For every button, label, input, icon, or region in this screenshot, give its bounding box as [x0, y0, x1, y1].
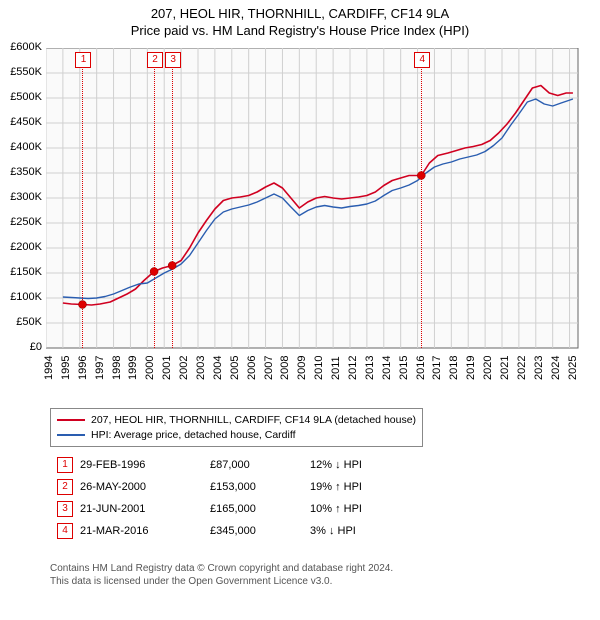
x-axis-label: 2003	[195, 356, 207, 380]
x-axis-label: 1996	[77, 356, 89, 380]
x-axis-label: 2020	[482, 356, 494, 380]
y-axis-label: £100K	[10, 291, 42, 303]
x-axis-label: 2019	[465, 356, 477, 380]
sale-index-box: 2	[57, 479, 73, 495]
sale-marker-box: 4	[414, 52, 430, 68]
x-axis-label: 1998	[111, 356, 123, 380]
sale-delta: 12% ↓ HPI	[310, 459, 400, 471]
sale-row: 2 26-MAY-2000£153,00019% ↑ HPI	[50, 476, 400, 498]
price-chart	[46, 48, 580, 350]
x-axis-label: 2025	[567, 356, 579, 380]
y-axis-label: £50K	[16, 316, 42, 328]
sale-delta: 3% ↓ HPI	[310, 525, 400, 537]
sale-index-box: 4	[57, 523, 73, 539]
sale-row: 1 29-FEB-1996£87,00012% ↓ HPI	[50, 454, 400, 476]
sale-price: £165,000	[210, 503, 310, 515]
sale-date: 26-MAY-2000	[80, 481, 210, 493]
legend-label: HPI: Average price, detached house, Card…	[91, 428, 296, 443]
y-axis-label: £200K	[10, 241, 42, 253]
y-axis-label: £150K	[10, 266, 42, 278]
sales-table: 1 29-FEB-1996£87,00012% ↓ HPI 2 26-MAY-2000…	[50, 454, 400, 542]
x-axis-label: 2024	[550, 356, 562, 380]
footer-attribution: Contains HM Land Registry data © Crown c…	[50, 562, 393, 588]
y-axis-label: £300K	[10, 191, 42, 203]
x-axis-label: 2015	[398, 356, 410, 380]
x-axis-label: 2004	[212, 356, 224, 380]
x-axis-label: 2000	[144, 356, 156, 380]
chart-title: 207, HEOL HIR, THORNHILL, CARDIFF, CF14 …	[0, 0, 600, 40]
sale-marker-line	[421, 66, 422, 348]
x-axis-label: 2023	[533, 356, 545, 380]
sale-price: £87,000	[210, 459, 310, 471]
x-axis-label: 2008	[279, 356, 291, 380]
legend-label: 207, HEOL HIR, THORNHILL, CARDIFF, CF14 …	[91, 413, 416, 428]
x-axis-label: 2016	[415, 356, 427, 380]
sale-index-box: 3	[57, 501, 73, 517]
sale-date: 21-MAR-2016	[80, 525, 210, 537]
x-axis-label: 2002	[178, 356, 190, 380]
x-axis-label: 2013	[364, 356, 376, 380]
x-axis-label: 2012	[347, 356, 359, 380]
legend: 207, HEOL HIR, THORNHILL, CARDIFF, CF14 …	[50, 408, 423, 447]
x-axis-label: 2021	[499, 356, 511, 380]
title-line-2: Price paid vs. HM Land Registry's House …	[0, 23, 600, 40]
x-axis-label: 2007	[263, 356, 275, 380]
y-axis-label: £550K	[10, 66, 42, 78]
y-axis-label: £500K	[10, 91, 42, 103]
y-axis-label: £250K	[10, 216, 42, 228]
x-axis-label: 2014	[381, 356, 393, 380]
x-axis-label: 2011	[330, 356, 342, 380]
sale-index-box: 1	[57, 457, 73, 473]
sale-marker-box: 1	[75, 52, 91, 68]
legend-item: 207, HEOL HIR, THORNHILL, CARDIFF, CF14 …	[57, 413, 416, 428]
sale-delta: 10% ↑ HPI	[310, 503, 400, 515]
x-axis-label: 2022	[516, 356, 528, 380]
x-axis-label: 1994	[43, 356, 55, 380]
legend-swatch	[57, 419, 85, 421]
sale-marker-box: 3	[165, 52, 181, 68]
y-axis-label: £400K	[10, 141, 42, 153]
sale-date: 21-JUN-2001	[80, 503, 210, 515]
sale-marker-box: 2	[147, 52, 163, 68]
x-axis-label: 2010	[313, 356, 325, 380]
x-axis-label: 2018	[448, 356, 460, 380]
x-axis-label: 2017	[431, 356, 443, 380]
sale-price: £345,000	[210, 525, 310, 537]
sale-price: £153,000	[210, 481, 310, 493]
legend-item: HPI: Average price, detached house, Card…	[57, 428, 416, 443]
sale-marker-line	[154, 66, 155, 348]
x-axis-label: 1997	[94, 356, 106, 380]
x-axis-label: 1995	[60, 356, 72, 380]
x-axis-label: 1999	[127, 356, 139, 380]
sale-row: 3 21-JUN-2001£165,00010% ↑ HPI	[50, 498, 400, 520]
x-axis-label: 2006	[246, 356, 258, 380]
y-axis-label: £600K	[10, 41, 42, 53]
x-axis-label: 2001	[161, 356, 173, 380]
title-line-1: 207, HEOL HIR, THORNHILL, CARDIFF, CF14 …	[0, 6, 600, 23]
footer-line-2: This data is licensed under the Open Gov…	[50, 575, 393, 588]
legend-swatch	[57, 434, 85, 436]
x-axis-label: 2009	[296, 356, 308, 380]
sale-delta: 19% ↑ HPI	[310, 481, 400, 493]
sale-date: 29-FEB-1996	[80, 459, 210, 471]
sale-row: 4 21-MAR-2016£345,0003% ↓ HPI	[50, 520, 400, 542]
sale-marker-line	[172, 66, 173, 348]
y-axis-label: £350K	[10, 166, 42, 178]
y-axis-label: £450K	[10, 116, 42, 128]
sale-marker-line	[82, 66, 83, 348]
x-axis-label: 2005	[229, 356, 241, 380]
y-axis-label: £0	[30, 341, 42, 353]
footer-line-1: Contains HM Land Registry data © Crown c…	[50, 562, 393, 575]
